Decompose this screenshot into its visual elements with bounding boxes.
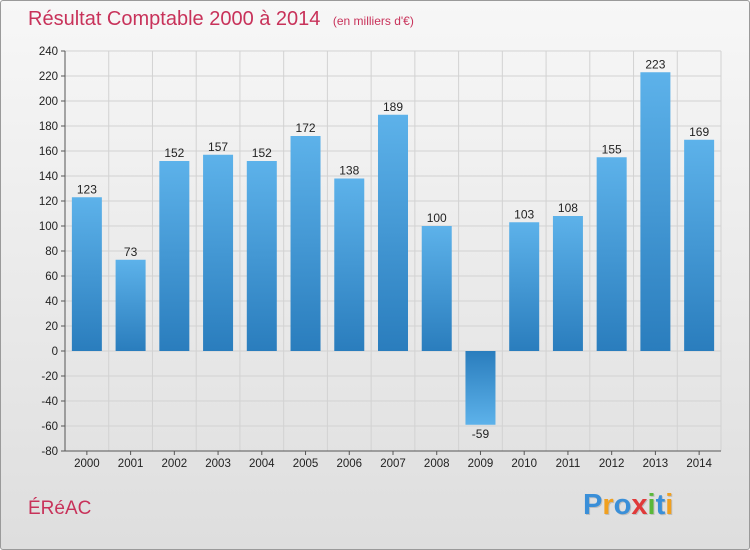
brand-letter: x bbox=[631, 489, 648, 521]
y-tick-label: -80 bbox=[41, 446, 58, 458]
y-tick-label: -40 bbox=[41, 396, 58, 408]
bar-2005 bbox=[290, 136, 321, 351]
brand-letter: i bbox=[647, 489, 656, 521]
bar-2002 bbox=[159, 161, 190, 351]
bar-value-label: 223 bbox=[645, 57, 665, 71]
x-tick-label: 2007 bbox=[380, 458, 406, 470]
x-tick-label: 2010 bbox=[511, 458, 537, 470]
brand-letter: P bbox=[583, 489, 603, 521]
bar-value-label: 155 bbox=[602, 142, 622, 156]
brand-letter: i bbox=[665, 489, 674, 521]
bar-2010 bbox=[509, 222, 540, 351]
y-tick-label: 140 bbox=[39, 171, 58, 183]
x-tick-label: 2011 bbox=[556, 458, 581, 470]
bar-2011 bbox=[552, 216, 583, 351]
bar-2013 bbox=[640, 72, 671, 351]
bar-2007 bbox=[378, 114, 408, 351]
x-tick-label: 2001 bbox=[118, 458, 144, 470]
x-tick-label: 2012 bbox=[599, 458, 625, 470]
chart-title: Résultat Comptable 2000 à 2014 bbox=[28, 8, 321, 30]
bar-value-label: 103 bbox=[514, 207, 534, 221]
x-tick-label: 2004 bbox=[249, 458, 275, 470]
brand-letter: r bbox=[602, 489, 614, 521]
y-tick-label: 0 bbox=[52, 346, 58, 358]
x-tick-label: 2009 bbox=[468, 458, 494, 470]
brand-letter: t bbox=[655, 489, 666, 521]
bar-value-label: 108 bbox=[558, 201, 578, 215]
x-tick-label: 2002 bbox=[162, 458, 188, 470]
proxiti-logo: Proxiti bbox=[583, 489, 673, 522]
x-tick-label: 2003 bbox=[205, 458, 231, 470]
bar-value-label: 172 bbox=[296, 121, 316, 135]
bar-value-label: 152 bbox=[164, 146, 184, 160]
x-tick-label: 2000 bbox=[74, 458, 100, 470]
bar-value-label: 138 bbox=[339, 164, 359, 178]
bar-2014 bbox=[684, 139, 715, 351]
x-tick-label: 2014 bbox=[686, 458, 712, 470]
y-tick-label: 180 bbox=[39, 121, 58, 133]
title-block: Résultat Comptable 2000 à 2014 (en milli… bbox=[28, 8, 414, 31]
y-tick-label: -20 bbox=[41, 371, 58, 383]
bar-2008 bbox=[421, 226, 452, 351]
y-tick-label: 160 bbox=[39, 146, 58, 158]
y-tick-label: 20 bbox=[45, 321, 58, 333]
y-tick-label: 100 bbox=[39, 221, 58, 233]
y-tick-label: 240 bbox=[39, 46, 58, 58]
axes: -80-60-40-200204060801001201401601802002… bbox=[39, 46, 721, 470]
y-tick-label: 220 bbox=[39, 71, 58, 83]
y-tick-label: 80 bbox=[45, 246, 58, 258]
bar-2001 bbox=[115, 259, 146, 351]
bar-value-label: 157 bbox=[208, 140, 228, 154]
y-tick-label: -60 bbox=[41, 421, 58, 433]
bar-value-label: 100 bbox=[427, 211, 447, 225]
bar-value-label: -59 bbox=[472, 427, 490, 441]
y-tick-label: 120 bbox=[39, 196, 58, 208]
bar-value-label: 73 bbox=[124, 245, 138, 259]
x-tick-label: 2005 bbox=[293, 458, 319, 470]
commune-name: ÉRéAC bbox=[28, 498, 92, 519]
bar-2003 bbox=[203, 154, 234, 351]
brand-letter: o bbox=[613, 489, 632, 521]
data-labels: 123 73 152 157 152 172 138 189 100 -59 103 108 155 22… bbox=[77, 57, 710, 441]
chart-subtitle: (en milliers d'€) bbox=[332, 14, 414, 28]
y-tick-label: 60 bbox=[45, 271, 58, 283]
bar-2006 bbox=[334, 178, 365, 351]
bar-2004 bbox=[246, 161, 277, 351]
y-tick-label: 40 bbox=[45, 296, 58, 308]
x-tick-label: 2008 bbox=[424, 458, 450, 470]
bar-2000 bbox=[71, 197, 102, 351]
bar-value-label: 152 bbox=[252, 146, 272, 160]
x-tick-label: 2006 bbox=[336, 458, 362, 470]
bar-value-label: 169 bbox=[689, 125, 709, 139]
x-tick-label: 2013 bbox=[643, 458, 669, 470]
bar-2012 bbox=[596, 157, 627, 351]
y-tick-label: 200 bbox=[39, 96, 58, 108]
bar-value-label: 189 bbox=[383, 100, 403, 114]
bar-2009 bbox=[465, 351, 496, 425]
bar-value-label: 123 bbox=[77, 182, 97, 196]
bars bbox=[71, 72, 715, 425]
